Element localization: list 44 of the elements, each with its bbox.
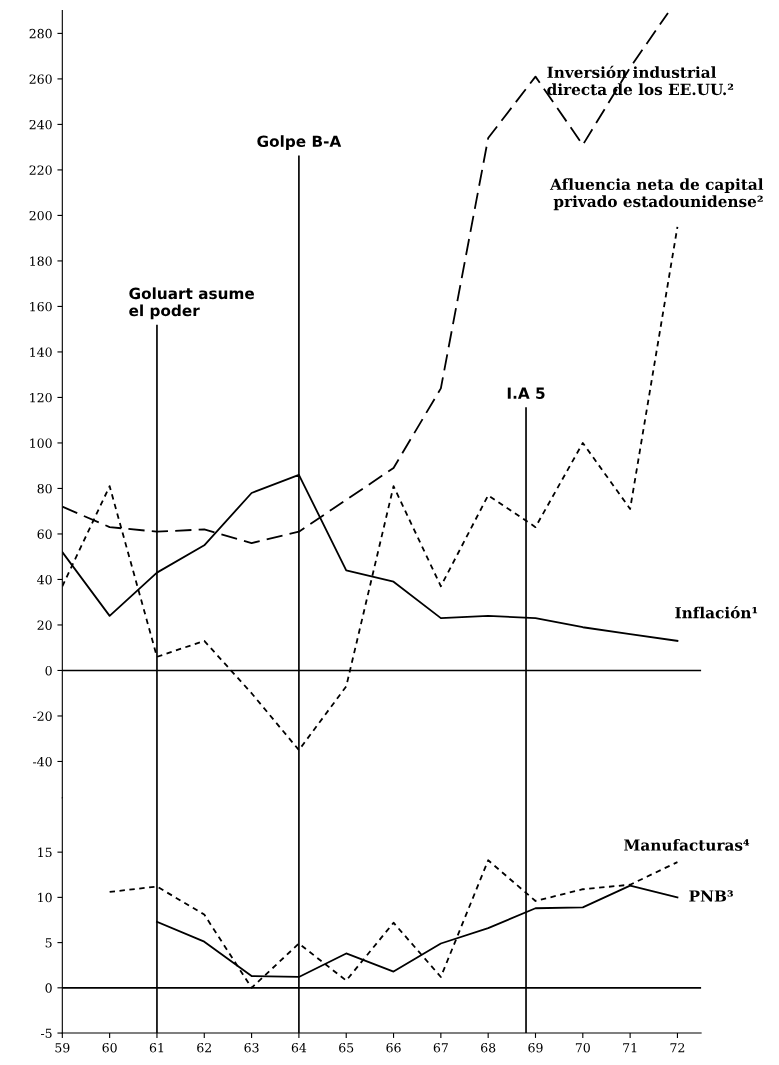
- y-tick-label: 60: [37, 529, 52, 539]
- text: Afluencia neta de capital privado estadounidense²: [549, 178, 764, 211]
- y-tick-label: 5: [45, 938, 52, 948]
- y-tick-label: 0: [45, 665, 52, 676]
- ref-line-label: Golpe B-A: [257, 135, 342, 150]
- y-tick-label: 280: [29, 28, 52, 39]
- y-tick-label: 40: [37, 574, 52, 585]
- x-tick-label: 68: [481, 1042, 496, 1053]
- y-tick-label: 10: [38, 892, 52, 903]
- y-tick-label: -5: [40, 1028, 52, 1038]
- y-tick-label: 220: [29, 165, 52, 175]
- y-tick-label: 140: [30, 347, 52, 357]
- x-tick-label: 65: [339, 1042, 354, 1053]
- x-tick-label: 59: [55, 1042, 70, 1053]
- y-tick-label: 120: [30, 392, 52, 403]
- y-tick-label: 15: [38, 847, 52, 858]
- series-label: Inversión industrial directa de los EE.UU.²: [547, 65, 734, 96]
- x-tick-label: 64: [291, 1042, 307, 1053]
- ref-line-label: Goluart asume el poder: [129, 287, 254, 320]
- x-tick-label: 60: [102, 1042, 117, 1053]
- y-tick-label: 80: [37, 483, 52, 494]
- y-tick-label: 20: [37, 620, 52, 630]
- y-tick-label: 240: [29, 119, 52, 130]
- series-label: Manufacturas⁴: [624, 838, 750, 851]
- y-tick-label: -20: [33, 711, 52, 721]
- x-tick-label: 62: [197, 1042, 211, 1053]
- x-tick-label: 72: [670, 1042, 685, 1053]
- series-label: Inflación¹: [675, 606, 758, 619]
- y-tick-label: 180: [30, 256, 52, 266]
- y-tick-label: 100: [30, 438, 52, 448]
- y-tick-label: 0: [45, 983, 52, 993]
- x-tick-label: 61: [149, 1042, 164, 1053]
- y-tick-label: 260: [29, 74, 52, 84]
- y-tick-label: -40: [33, 756, 52, 767]
- ref-line-label: I.A 5: [507, 387, 545, 399]
- series-label: PNB³: [689, 890, 733, 902]
- x-tick-label: 66: [386, 1042, 401, 1053]
- x-tick-label: 71: [623, 1042, 637, 1053]
- x-tick-label: 69: [528, 1042, 543, 1053]
- x-tick-label: 70: [575, 1042, 590, 1053]
- x-tick-label: 63: [244, 1042, 259, 1053]
- y-tick-label: 200: [29, 210, 52, 221]
- x-tick-label: 67: [433, 1042, 448, 1053]
- y-tick-label: 160: [30, 301, 52, 312]
